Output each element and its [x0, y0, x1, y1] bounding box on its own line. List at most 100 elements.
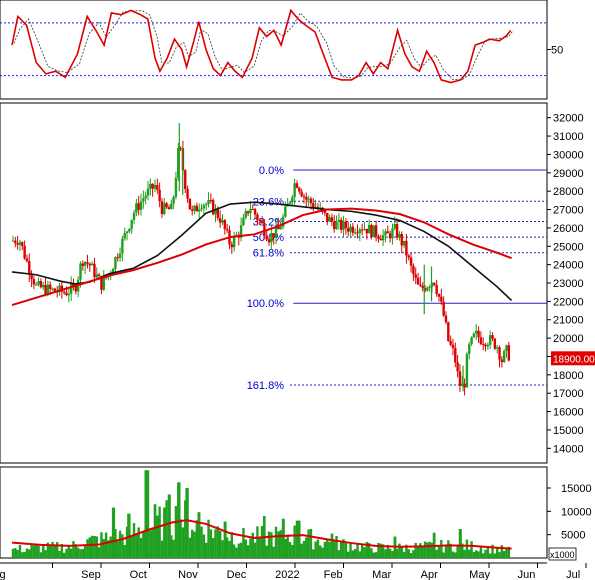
volume-bar [286, 534, 289, 558]
candle-body [451, 344, 455, 348]
volume-bar [412, 550, 415, 558]
stochastic-signal-line [13, 10, 513, 80]
candle-body [142, 198, 145, 202]
volume-bar [163, 507, 166, 558]
x-axis-tick-label: Apr [421, 569, 438, 580]
x-axis: Aug Sep Oct Nov Dec 2022 Feb Mar Apr May Jun Jul [0, 562, 587, 580]
volume-bar [414, 542, 417, 558]
volume-bar [470, 541, 473, 558]
volume-bar [95, 536, 98, 558]
volume-bar [242, 527, 245, 558]
volume-bar [498, 552, 501, 558]
candle-body [225, 228, 229, 231]
candle-body [458, 371, 462, 386]
candle-body [356, 232, 359, 234]
volume-bar [230, 532, 234, 558]
candle-body [198, 209, 201, 212]
volume-bar [221, 540, 224, 558]
candle-body [391, 228, 394, 239]
volume-bar [62, 552, 66, 558]
candle-body [400, 233, 403, 246]
volume-bar [56, 542, 59, 558]
candle-body [456, 362, 459, 372]
volume-bar [67, 545, 71, 558]
volume-bar [93, 535, 96, 558]
candle-body [340, 219, 343, 230]
volume-bar [305, 537, 308, 558]
volume-bar [426, 542, 429, 558]
candle-body [335, 221, 338, 230]
price-axis-tick-label: 20000 [553, 333, 584, 345]
candle-body [97, 274, 101, 277]
volume-bar [402, 551, 406, 558]
volume-bar [293, 525, 296, 558]
candle-body [165, 203, 168, 208]
volume-bar [39, 552, 43, 558]
candle-body [437, 293, 441, 297]
volume-bar [49, 545, 52, 558]
candle-body [253, 209, 257, 215]
candle-body [104, 277, 108, 279]
candle-body [251, 209, 254, 211]
candle-body [505, 345, 508, 351]
candle-body [298, 187, 301, 192]
x-axis-tick-label: May [469, 569, 490, 580]
volume-bar [374, 552, 378, 558]
volume-bar [191, 529, 194, 558]
volume-bar [272, 546, 275, 558]
candle-body [393, 224, 396, 229]
volume-bar [100, 532, 103, 558]
candle-body [93, 263, 96, 278]
price-axis-tick-label: 30000 [553, 149, 584, 161]
volume-bar [267, 531, 271, 558]
volume-bar [442, 552, 445, 558]
candle-body [137, 203, 140, 210]
volume-bar [251, 532, 254, 558]
volume-bar [165, 500, 168, 558]
last-price-tag: 18900.00 [551, 351, 595, 366]
volume-bar [158, 506, 161, 558]
candle-body [81, 263, 85, 266]
volume-bar-spike [197, 512, 200, 558]
volume-bar [44, 550, 47, 558]
volume-bar-spike [168, 494, 171, 558]
volume-bar [486, 546, 490, 558]
candle-body [463, 383, 466, 388]
volume-bar [214, 529, 217, 558]
volume-bar-spike [459, 529, 462, 558]
candle-body [188, 198, 192, 210]
candle-body [470, 337, 473, 345]
candle-body [288, 202, 292, 204]
x-axis-tick-label: Dec [227, 569, 247, 580]
volume-bar [419, 543, 422, 558]
candle-body [200, 208, 203, 210]
price-axis-tick-label: 18000 [553, 370, 584, 382]
volume-bar [312, 549, 315, 558]
volume-bar [202, 534, 206, 558]
volume-bar [83, 545, 87, 558]
volume-bar [386, 544, 389, 558]
x-axis-tick-label: Nov [178, 569, 198, 580]
volume-bar [37, 545, 40, 558]
volume-bar [102, 539, 105, 558]
volume-unit-label: x1000 [550, 550, 575, 560]
volume-bar [123, 544, 126, 558]
candle-body [72, 283, 75, 286]
volume-bar [72, 541, 75, 558]
candle-body [421, 285, 424, 289]
volume-bar [416, 547, 420, 558]
volume-bar [116, 541, 119, 558]
price-axis-tick-label: 31000 [553, 131, 584, 143]
x-axis-tick-label: 2022 [275, 569, 299, 580]
candle-body [67, 293, 71, 296]
candle-body [42, 284, 45, 288]
volume-bar [421, 546, 424, 558]
volume-bar [109, 536, 112, 558]
price-axis-tick-label: 16000 [553, 407, 584, 419]
volume-bar [337, 550, 341, 558]
volume-bar [249, 538, 252, 558]
volume-bar-spike [145, 470, 149, 558]
volume-axis-tick-label: 10000 [561, 506, 592, 518]
candle-body [256, 214, 259, 221]
candle-body [447, 322, 450, 341]
